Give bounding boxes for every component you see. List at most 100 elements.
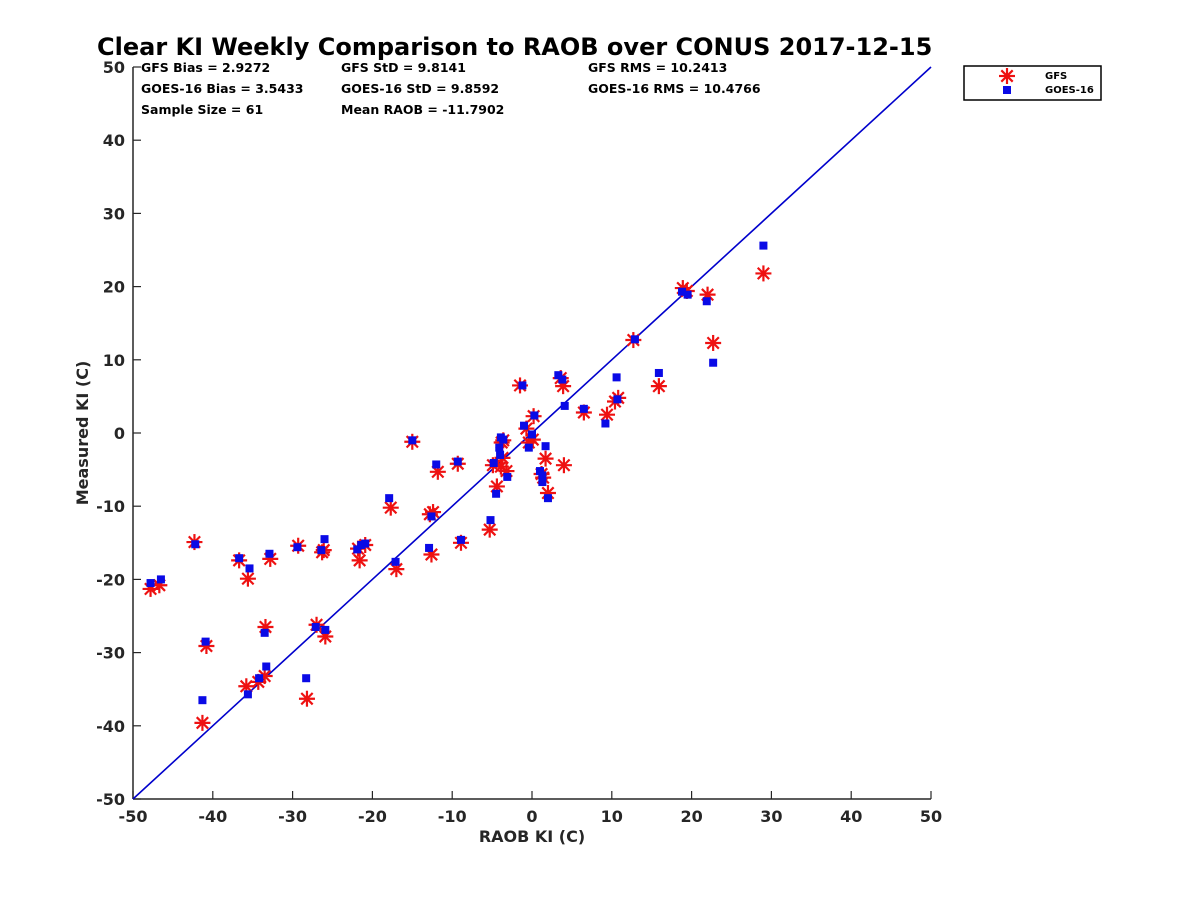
stat-annotation: Sample Size = 61 — [141, 102, 263, 117]
x-tick-label: -20 — [358, 807, 387, 826]
goes-16-point — [579, 404, 588, 413]
gfs-point — [193, 713, 212, 732]
gfs-point — [297, 689, 317, 708]
gfs-point — [536, 449, 555, 468]
goes-16-point — [654, 368, 663, 377]
goes-16-point — [496, 450, 505, 459]
goes-16-point — [678, 287, 687, 296]
stat-annotation: GOES-16 StD = 9.8592 — [341, 81, 499, 96]
gfs-point — [704, 333, 723, 353]
y-tick-label: 0 — [114, 424, 125, 443]
goes-16-point — [201, 637, 210, 646]
legend: GFS GOES-16 — [963, 65, 1102, 101]
x-tick-label: 20 — [680, 807, 702, 826]
y-tick-label: 20 — [103, 278, 125, 297]
gfs-point — [754, 264, 773, 283]
goes-16-point — [503, 472, 512, 481]
goes-16-point — [456, 535, 465, 544]
x-tick-label: -50 — [119, 807, 148, 826]
goes-16-point — [262, 662, 271, 671]
x-tick-label: -30 — [278, 807, 307, 826]
goes-16-point — [385, 494, 394, 503]
goes-16-point — [520, 421, 529, 430]
goes-16-point — [530, 411, 539, 420]
goes-16-point — [759, 241, 768, 250]
goes-16-point — [427, 512, 436, 521]
y-tick-label: -50 — [96, 790, 125, 809]
goes-16-point — [528, 430, 536, 439]
y-tick-label: 10 — [103, 351, 125, 370]
goes-16-point — [191, 540, 200, 549]
goes-16-point — [235, 554, 244, 563]
goes-16-point — [560, 401, 569, 410]
goes-16-point — [391, 557, 400, 566]
x-tick-label: 40 — [840, 807, 862, 826]
goes-16-point — [601, 419, 610, 428]
legend-goes-16-marker — [1003, 86, 1011, 94]
y-axis-label: Measured KI (C) — [73, 361, 92, 506]
goes-16-point — [255, 674, 264, 683]
goes-16-point — [320, 535, 329, 544]
x-tick-label: 10 — [601, 807, 623, 826]
legend-box — [963, 65, 1102, 101]
series-gfs — [141, 264, 773, 732]
goes-16-point — [524, 443, 533, 452]
y-tick-label: 30 — [103, 204, 125, 223]
goes-16-point — [613, 395, 622, 404]
goes-16-point — [538, 478, 547, 487]
stat-annotation: GOES-16 RMS = 10.4766 — [588, 81, 761, 96]
legend-goes-16-label: GOES-16 — [1045, 85, 1094, 96]
goes-16-point — [535, 467, 544, 476]
goes-16-point — [499, 435, 508, 444]
goes-16-point — [302, 674, 311, 683]
goes-16-point — [486, 516, 495, 525]
goes-16-point — [243, 690, 252, 699]
y-tick-label: -40 — [96, 717, 125, 736]
x-tick-label: -10 — [438, 807, 467, 826]
goes-16-point — [156, 575, 165, 584]
goes-16-point — [489, 459, 498, 468]
stats-annotations: GFS Bias = 2.9272 GFS StD = 9.8141 GFS RMS… — [141, 60, 761, 117]
gfs-point — [554, 456, 574, 475]
goes-16-point — [353, 545, 362, 554]
x-axis-label: RAOB KI (C) — [479, 827, 585, 846]
goes-16-point — [408, 436, 417, 445]
goes-16-point — [321, 625, 330, 634]
goes-16-point — [683, 290, 692, 299]
axes — [132, 66, 932, 800]
goes-16-point — [146, 579, 155, 588]
goes-16-point — [265, 549, 274, 558]
gfs-point — [350, 551, 369, 570]
y-tick-label: -20 — [96, 570, 125, 589]
goes-16-point — [293, 543, 302, 552]
y-tick-label: -30 — [96, 644, 125, 663]
y-tick-label: -10 — [96, 497, 125, 516]
chart-title: Clear KI Weekly Comparison to RAOB over … — [97, 33, 932, 61]
goes-16-point — [425, 543, 434, 552]
gfs-point — [238, 569, 258, 588]
y-tick-label: 50 — [103, 58, 125, 77]
stat-annotation: GFS Bias = 2.9272 — [141, 60, 270, 75]
goes-16-point — [538, 471, 547, 480]
x-tick-label: 50 — [920, 807, 942, 826]
goes-16-point — [709, 358, 718, 367]
goes-16-point — [612, 373, 621, 382]
goes-16-point — [702, 297, 711, 306]
series-goes-16 — [146, 241, 768, 705]
goes-16-point — [518, 381, 527, 390]
goes-16-point — [492, 489, 501, 498]
goes-16-point — [543, 494, 552, 503]
y-tick-label: 40 — [103, 131, 125, 150]
goes-16-point — [432, 460, 441, 469]
goes-16-point — [317, 546, 326, 555]
x-tick-label: 30 — [760, 807, 782, 826]
goes-16-point — [198, 696, 207, 705]
goes-16-point — [245, 564, 254, 573]
legend-gfs-marker — [997, 66, 1017, 86]
gfs-point — [649, 377, 668, 396]
stat-annotation: Mean RAOB = -11.7902 — [341, 102, 504, 117]
goes-16-point — [541, 442, 550, 451]
goes-16-point — [495, 443, 504, 452]
goes-16-point — [311, 622, 320, 631]
